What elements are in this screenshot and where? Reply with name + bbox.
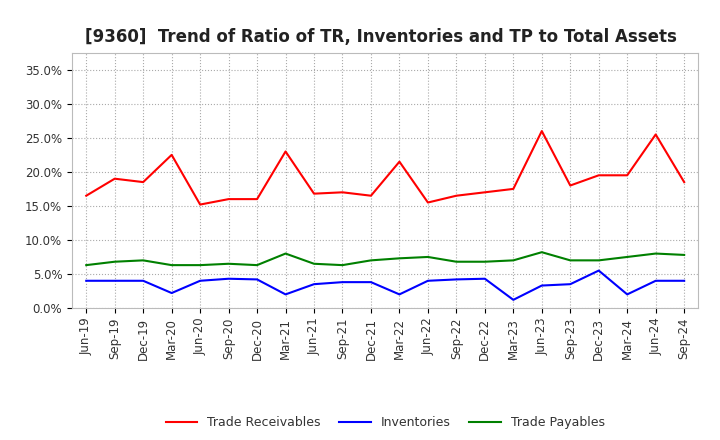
Inventories <box>167 290 176 296</box>
Trade Receivables <box>366 193 375 198</box>
Trade Receivables <box>452 193 461 198</box>
Trade Receivables <box>310 191 318 196</box>
Trade Receivables <box>423 200 432 205</box>
Trade Payables <box>225 261 233 266</box>
Trade Payables <box>110 259 119 264</box>
Trade Receivables <box>566 183 575 188</box>
Inventories <box>110 278 119 283</box>
Trade Payables <box>480 259 489 264</box>
Trade Payables <box>566 258 575 263</box>
Trade Receivables <box>82 193 91 198</box>
Line: Inventories: Inventories <box>86 271 684 300</box>
Line: Trade Receivables: Trade Receivables <box>86 131 684 205</box>
Inventories <box>452 277 461 282</box>
Trade Payables <box>395 256 404 261</box>
Trade Payables <box>509 258 518 263</box>
Inventories <box>566 282 575 287</box>
Trade Receivables <box>225 197 233 202</box>
Inventories <box>680 278 688 283</box>
Trade Payables <box>82 263 91 268</box>
Inventories <box>282 292 290 297</box>
Trade Receivables <box>680 180 688 185</box>
Trade Receivables <box>167 152 176 158</box>
Inventories <box>338 279 347 285</box>
Trade Payables <box>452 259 461 264</box>
Trade Payables <box>139 258 148 263</box>
Trade Receivables <box>395 159 404 164</box>
Trade Payables <box>537 249 546 255</box>
Trade Payables <box>282 251 290 256</box>
Trade Payables <box>338 263 347 268</box>
Trade Payables <box>366 258 375 263</box>
Legend: Trade Receivables, Inventories, Trade Payables: Trade Receivables, Inventories, Trade Pa… <box>161 411 610 434</box>
Inventories <box>253 277 261 282</box>
Inventories <box>423 278 432 283</box>
Inventories <box>623 292 631 297</box>
Trade Payables <box>652 251 660 256</box>
Inventories <box>225 276 233 281</box>
Inventories <box>82 278 91 283</box>
Inventories <box>395 292 404 297</box>
Trade Payables <box>310 261 318 266</box>
Trade Receivables <box>537 128 546 134</box>
Trade Receivables <box>338 190 347 195</box>
Inventories <box>139 278 148 283</box>
Trade Receivables <box>282 149 290 154</box>
Inventories <box>480 276 489 281</box>
Trade Receivables <box>196 202 204 207</box>
Trade Payables <box>623 254 631 260</box>
Inventories <box>537 283 546 288</box>
Inventories <box>366 279 375 285</box>
Trade Payables <box>423 254 432 260</box>
Inventories <box>196 278 204 283</box>
Inventories <box>595 268 603 273</box>
Trade Payables <box>196 263 204 268</box>
Text: [9360]  Trend of Ratio of TR, Inventories and TP to Total Assets: [9360] Trend of Ratio of TR, Inventories… <box>84 28 676 46</box>
Trade Receivables <box>623 172 631 178</box>
Inventories <box>652 278 660 283</box>
Trade Receivables <box>139 180 148 185</box>
Inventories <box>310 282 318 287</box>
Trade Receivables <box>595 172 603 178</box>
Trade Receivables <box>652 132 660 137</box>
Trade Receivables <box>480 190 489 195</box>
Trade Payables <box>595 258 603 263</box>
Trade Payables <box>167 263 176 268</box>
Trade Payables <box>253 263 261 268</box>
Line: Trade Payables: Trade Payables <box>86 252 684 265</box>
Trade Receivables <box>110 176 119 181</box>
Trade Receivables <box>253 197 261 202</box>
Inventories <box>509 297 518 302</box>
Trade Receivables <box>509 186 518 191</box>
Trade Payables <box>680 252 688 257</box>
